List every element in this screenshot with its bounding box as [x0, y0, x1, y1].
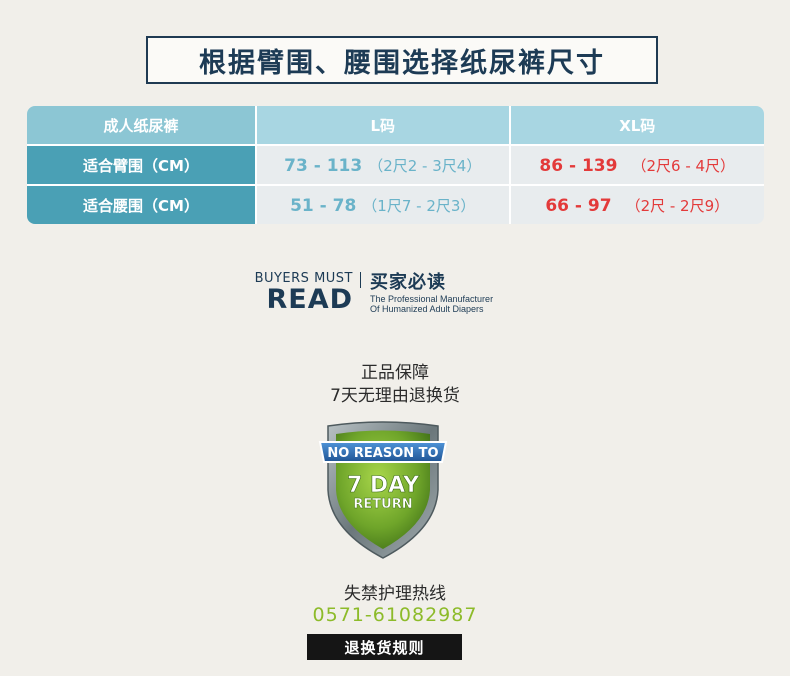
buyers-must-read-logo: BUYERS MUST READ 买家必读 The Professional M… [246, 268, 546, 318]
tagline: The Professional Manufacturer Of Humaniz… [370, 294, 493, 314]
row-label-arm: 适合臂围（CM） [27, 144, 257, 184]
return-rules-button[interactable]: 退换货规则 [307, 634, 462, 660]
read-text: READ [266, 284, 353, 315]
tagline-line-1: The Professional Manufacturer [370, 294, 494, 304]
waist-l-value: 51 - 78 [290, 195, 357, 216]
arm-xl-paren: （2尺6 - 4尺） [631, 156, 736, 175]
header-product-label: 成人纸尿裤 [27, 106, 257, 144]
divider [360, 272, 361, 288]
ribbon-text: NO REASON TO [327, 446, 438, 461]
cell-arm-l: 73 - 113 （2尺2 - 3尺4） [257, 144, 511, 184]
ribbon-banner [318, 441, 448, 463]
cell-waist-l: 51 - 78 （1尺7 - 2尺3） [257, 184, 511, 224]
hotline-number: 0571-61082987 [312, 604, 478, 626]
arm-l-paren: （2尺2 - 3尺4） [368, 156, 482, 175]
page-title: 根据臂围、腰围选择纸尿裤尺寸 [146, 36, 658, 84]
size-chart-table: 成人纸尿裤 L码 XL码 适合臂围（CM） 73 - 113 （2尺2 - 3尺4… [27, 106, 764, 224]
waist-l-paren: （1尺7 - 2尺3） [362, 196, 476, 215]
cell-arm-xl: 86 - 139 （2尺6 - 4尺） [510, 144, 764, 184]
badge-return: RETURN [353, 497, 412, 512]
arm-xl-value: 86 - 139 [539, 155, 618, 176]
buyers-must-text: BUYERS MUST [254, 271, 353, 286]
tagline-line-2: Of Humanized Adult Diapers [370, 304, 484, 314]
seven-day-return-badge: NO REASON TO 7 DAY RETURN [318, 421, 448, 559]
badge-days: 7 DAY [347, 473, 420, 498]
table-header-row: 成人纸尿裤 L码 XL码 [27, 106, 764, 144]
arm-l-value: 73 - 113 [284, 155, 363, 176]
header-size-l: L码 [257, 106, 511, 144]
cell-waist-xl: 66 - 97 （2尺 - 2尺9） [510, 184, 764, 224]
hotline-label: 失禁护理热线 [344, 584, 446, 604]
table-row-arm: 适合臂围（CM） 73 - 113 （2尺2 - 3尺4） 86 - 139 （2尺… [27, 144, 764, 184]
guarantee-line-2: 7天无理由退换货 [330, 386, 460, 406]
table-row-waist: 适合腰围（CM） 51 - 78 （1尺7 - 2尺3） 66 - 97 （2尺 -… [27, 184, 764, 224]
guarantee-line-1: 正品保障 [361, 363, 429, 383]
waist-xl-paren: （2尺 - 2尺9） [625, 196, 730, 215]
header-size-xl: XL码 [510, 106, 764, 144]
must-read-cn: 买家必读 [370, 272, 446, 293]
waist-xl-value: 66 - 97 [545, 195, 612, 216]
row-label-waist: 适合腰围（CM） [27, 184, 257, 224]
